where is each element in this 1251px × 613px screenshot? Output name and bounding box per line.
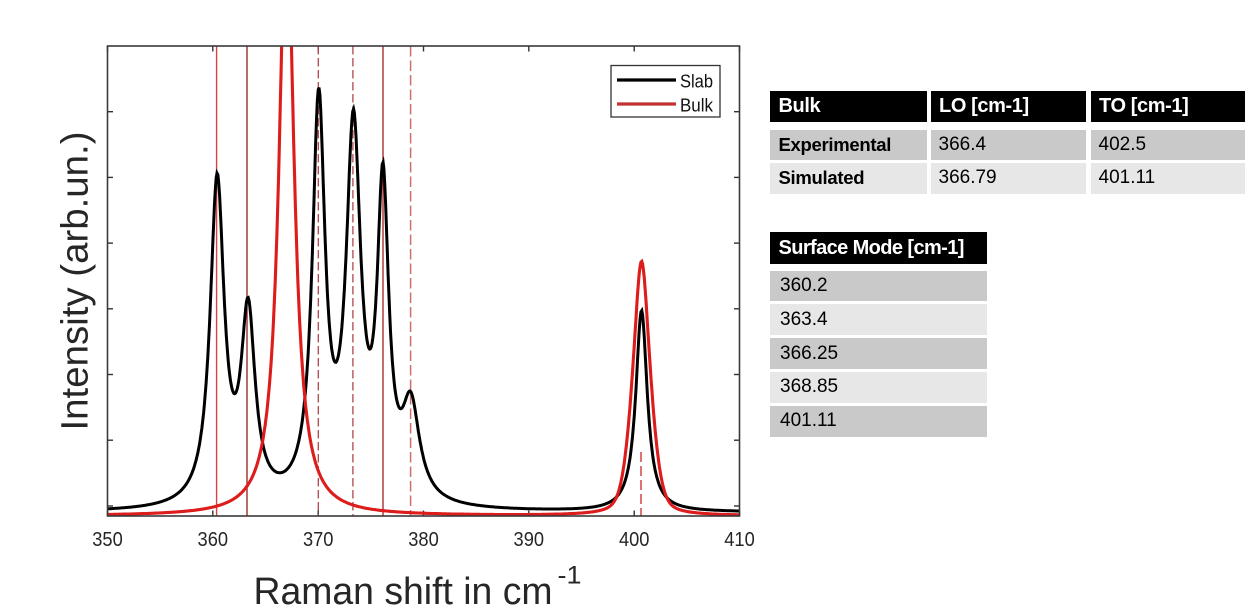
- svg-text:410: 410: [724, 528, 755, 551]
- svg-text:Bulk: Bulk: [680, 95, 714, 116]
- svg-text:Slab: Slab: [680, 71, 713, 92]
- svg-text:400: 400: [619, 528, 650, 551]
- svg-text:360: 360: [198, 528, 229, 551]
- svg-text:370: 370: [303, 528, 334, 551]
- svg-text:350: 350: [92, 528, 123, 551]
- svg-text:380: 380: [408, 528, 439, 551]
- svg-text:Raman shift in cm-1: Raman shift in cm -1: [254, 561, 582, 613]
- svg-text:Intensity (arb.un.): Intensity (arb.un.): [55, 132, 97, 431]
- svg-text:390: 390: [514, 528, 545, 551]
